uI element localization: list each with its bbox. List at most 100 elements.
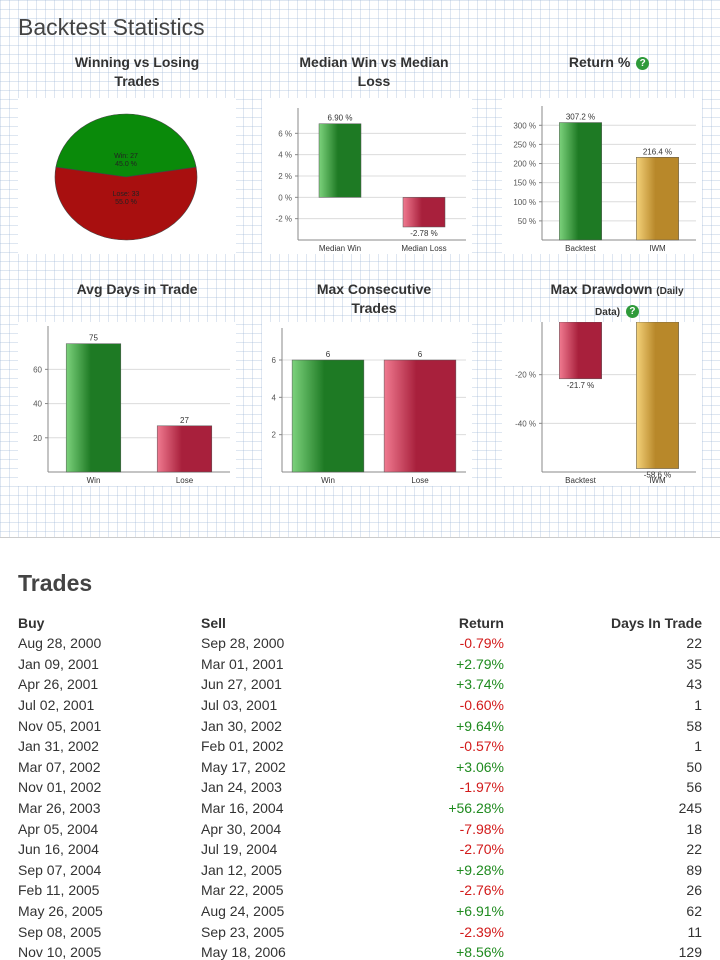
cell-days: 11	[687, 923, 702, 940]
drawdown-chart: -20 % -40 % -21.7 % Backtest -58.6 % IWM	[502, 322, 702, 486]
cell-return: +6.91%	[456, 903, 504, 920]
median-title-line1: Median Win vs Median	[299, 54, 449, 70]
header-buy: Buy	[18, 614, 45, 631]
value-label: 216.4 %	[643, 147, 672, 156]
cell-days: 1	[694, 738, 702, 755]
winlose-chart: Win: 27 45.0 % Lose: 33 55.0 %	[18, 98, 236, 254]
return-title-line1: Return %	[568, 54, 631, 70]
cell-return: +9.64%	[456, 717, 504, 734]
category-label: Backtest	[565, 476, 596, 485]
table-row: Mar 07, 2002 May 17, 2002 +3.06% 50	[18, 757, 702, 778]
return-chart: 300 % 250 % 200 % 150 % 100 % 50 % 307.2 % Back…	[502, 98, 702, 254]
drawdown-title-small-b: Data)	[595, 307, 621, 318]
cell-return: +8.56%	[456, 944, 504, 960]
cell-days: 58	[686, 717, 702, 734]
cell-sell: Jul 19, 2004	[201, 841, 278, 858]
cell-days: 22	[686, 635, 702, 652]
cell-return: -0.60%	[459, 697, 504, 714]
category-label: Median Win	[319, 244, 361, 253]
cell-days: 56	[686, 779, 702, 796]
trades-section: Trades Buy Sell Return Days In Trade Aug…	[0, 560, 720, 960]
avgdays-chart-title: Avg Days in Trade	[37, 280, 237, 299]
table-row: Nov 05, 2001 Jan 30, 2002 +9.64% 58	[18, 715, 702, 736]
cell-sell: Sep 28, 2000	[201, 635, 285, 652]
y-tick-label: 6	[272, 356, 277, 365]
cell-sell: Mar 01, 2001	[201, 655, 284, 672]
cell-days: 26	[686, 882, 702, 899]
pie-percent: 55.0 %	[115, 199, 137, 206]
consec-bar-svg: 6 4 2 6 Win 6 Lose	[272, 328, 466, 485]
help-icon[interactable]: ?	[636, 57, 650, 70]
y-tick-label: 2	[272, 431, 277, 440]
cell-days: 1	[694, 697, 702, 714]
cell-days: 43	[686, 676, 702, 693]
bar-win	[65, 343, 122, 473]
cell-sell: Sep 23, 2005	[201, 923, 285, 940]
value-label: 75	[89, 334, 98, 343]
cell-sell: Mar 16, 2004	[201, 800, 284, 817]
y-tick-label: 50 %	[518, 217, 536, 226]
backtest-statistics-panel: Backtest Statistics Winning vs Losing Tr…	[0, 0, 720, 538]
cell-days: 62	[686, 903, 702, 920]
header-return: Return	[458, 614, 504, 631]
value-label: 6	[326, 350, 331, 359]
trades-table: Buy Sell Return Days In Trade Aug 28, 20…	[18, 612, 702, 960]
table-row: Nov 01, 2002 Jan 24, 2003 -1.97% 56	[18, 777, 702, 798]
header-days: Days In Trade	[610, 614, 702, 631]
consec-chart: 6 4 2 6 Win 6 Lose	[262, 322, 472, 486]
help-icon[interactable]: ?	[625, 305, 639, 318]
y-tick-label: 0 %	[278, 193, 292, 202]
cell-buy: Nov 10, 2005	[18, 944, 102, 960]
cell-return: -1.97%	[459, 779, 504, 796]
winlose-title-line1: Winning vs Losing	[74, 54, 200, 70]
table-row: Jan 31, 2002 Feb 01, 2002 -0.57% 1	[18, 736, 702, 757]
category-label: IWM	[649, 244, 666, 253]
table-row: Aug 28, 2000 Sep 28, 2000 -0.79% 22	[18, 633, 702, 654]
cell-return: +9.28%	[456, 861, 504, 878]
cell-return: -0.57%	[459, 738, 504, 755]
backtest-statistics-title: Backtest Statistics	[18, 14, 205, 40]
cell-buy: Apr 26, 2001	[18, 676, 99, 693]
cell-return: +56.28%	[448, 800, 504, 817]
bar-median-loss	[402, 197, 446, 228]
median-bar-svg: 6 % 4 % 2 % 0 % -2 % 6.90 % Median Win -2.78 % M…	[276, 108, 466, 253]
y-tick-label: 40	[33, 400, 42, 409]
consec-title-line2: Trades	[351, 300, 397, 316]
y-tick-label: 250 %	[513, 140, 536, 149]
y-tick-label: 200 %	[513, 160, 536, 169]
y-tick-label: -20 %	[515, 371, 536, 380]
category-label: Win	[321, 476, 335, 485]
value-label: 27	[180, 416, 189, 425]
table-row: Sep 08, 2005 Sep 23, 2005 -2.39% 11	[18, 921, 702, 942]
consec-chart-title: Max Consecutive Trades	[274, 280, 474, 318]
winlose-chart-title: Winning vs Losing Trades	[37, 53, 237, 91]
cell-days: 18	[686, 820, 702, 837]
y-tick-label: 2 %	[278, 172, 292, 181]
cell-return: -2.76%	[459, 882, 504, 899]
avgdays-bar-svg: 60 40 20 75 Win 27 Lose	[33, 326, 230, 485]
cell-sell: Aug 24, 2005	[201, 903, 285, 920]
cell-buy: Aug 28, 2000	[18, 635, 102, 652]
cell-days: 50	[686, 758, 702, 775]
category-label: Backtest	[565, 244, 596, 253]
category-label: Win	[87, 476, 101, 485]
cell-return: -2.39%	[459, 923, 504, 940]
cell-sell: Mar 22, 2005	[201, 882, 284, 899]
drawdown-title-line1: Max Drawdown	[550, 281, 653, 297]
cell-sell: Jan 30, 2002	[201, 717, 282, 734]
bar-iwm	[636, 322, 679, 469]
table-row: Jan 09, 2001 Mar 01, 2001 +2.79% 35	[18, 654, 702, 675]
cell-buy: May 26, 2005	[18, 903, 103, 920]
cell-buy: Apr 05, 2004	[18, 820, 99, 837]
bar-backtest	[559, 322, 602, 380]
cell-return: -7.98%	[459, 820, 504, 837]
cell-days: 245	[678, 800, 702, 817]
cell-days: 89	[686, 861, 702, 878]
value-label: 6.90 %	[328, 114, 353, 123]
cell-buy: Jan 09, 2001	[18, 655, 99, 672]
cell-buy: Jun 16, 2004	[18, 841, 99, 858]
cell-days: 22	[686, 841, 702, 858]
avgdays-title-line1: Avg Days in Trade	[76, 281, 198, 297]
table-row: Nov 10, 2005 May 18, 2006 +8.56% 129	[18, 942, 702, 960]
cell-buy: Mar 07, 2002	[18, 758, 101, 775]
